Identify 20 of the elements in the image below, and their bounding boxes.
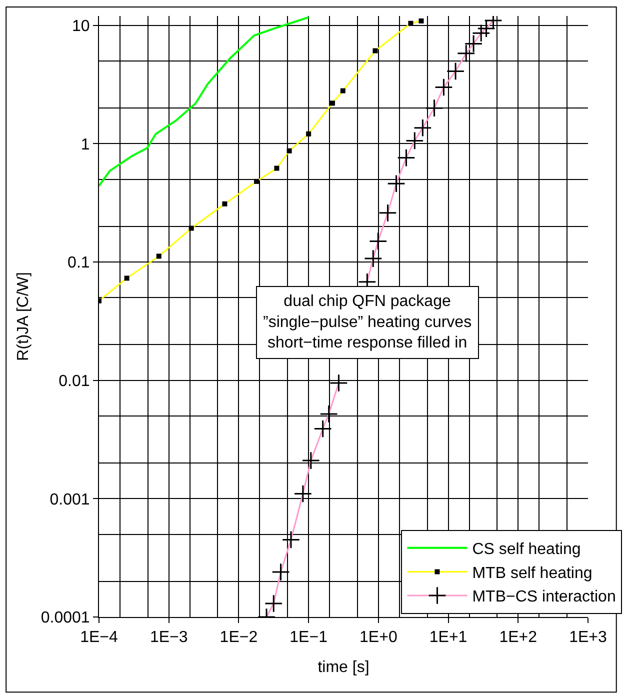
y-tick-label: 0.01 (58, 372, 90, 390)
x-tick-label: 1E+3 (569, 629, 608, 646)
legend-label: CS self heating (472, 541, 581, 558)
x-axis-title: time [s] (318, 658, 370, 676)
annotation: dual chip QFN package ”single−pulse” heating curves short−time response filled in (263, 293, 472, 352)
y-tick-label: 0.0001 (40, 610, 90, 627)
legend-label: MTB self heating (472, 564, 592, 582)
x-tick-label: 1E−1 (290, 629, 328, 646)
legend-label: MTB−CS interaction (472, 588, 616, 606)
y-axis-title: R(t)JA [C/W] (14, 272, 32, 361)
y-tick-label: 0.001 (50, 491, 90, 508)
x-tick-label: 1E+1 (429, 629, 468, 646)
x-tick-label: 1E+0 (360, 629, 398, 646)
x-tick-label: 1E−4 (80, 629, 118, 646)
x-tick-label: 1E−3 (150, 629, 188, 646)
y-tick-label: 10 (72, 18, 90, 35)
y-tick-label: 0.1 (68, 254, 90, 272)
x-tick-label: 1E−2 (220, 629, 258, 646)
x-tick-label: 1E+2 (499, 629, 538, 646)
y-tick-label: 1 (80, 136, 90, 154)
